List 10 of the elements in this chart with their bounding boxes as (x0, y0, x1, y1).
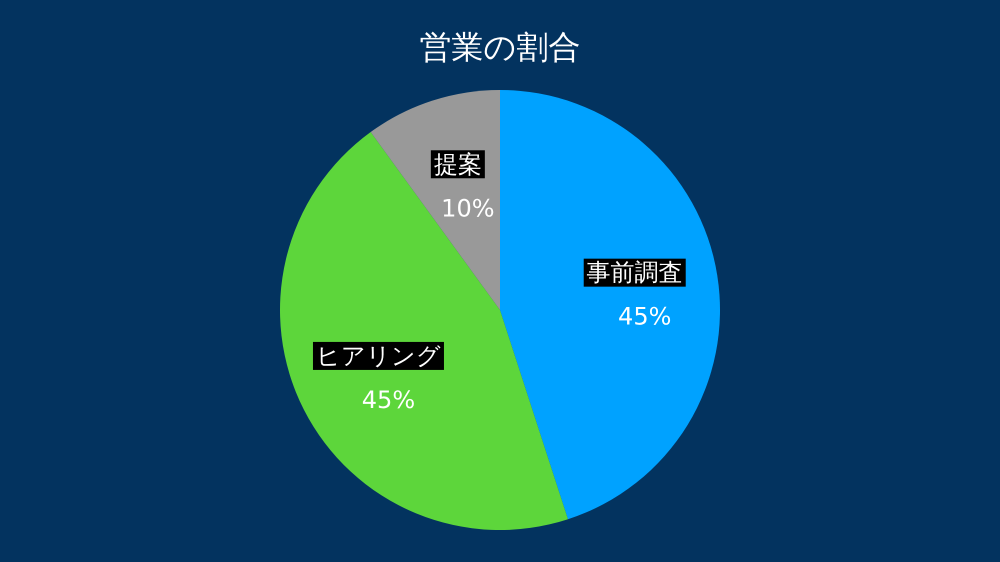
slice-label: ヒアリング (316, 342, 441, 370)
pie-slice (500, 90, 720, 520)
slice-label: 事前調査 (586, 258, 683, 287)
chart-title: 営業の割合 (420, 28, 580, 66)
pie-slice (370, 90, 500, 310)
data-label: 45% (362, 386, 416, 414)
data-label: 10% (441, 194, 495, 222)
data-label: 45% (618, 302, 672, 331)
pie-slice (280, 132, 568, 530)
slice-label: 提案 (434, 150, 482, 178)
